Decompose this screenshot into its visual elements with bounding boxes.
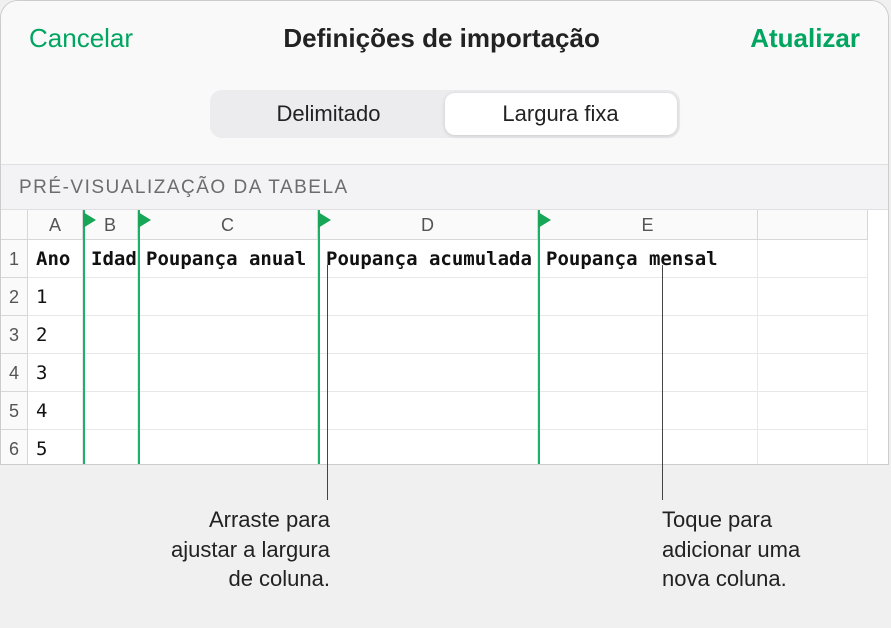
- cell[interactable]: 3: [28, 354, 83, 392]
- cell[interactable]: [318, 278, 538, 316]
- cell[interactable]: 2: [28, 316, 83, 354]
- cell[interactable]: [83, 354, 138, 392]
- import-settings-window: Cancelar Definições de importação Atuali…: [0, 0, 889, 465]
- cell[interactable]: [138, 316, 318, 354]
- cell[interactable]: 1: [28, 278, 83, 316]
- cancel-button[interactable]: Cancelar: [29, 23, 133, 54]
- tab-delimited[interactable]: Delimitado: [213, 93, 445, 135]
- cell: [758, 430, 868, 464]
- preview-grid: A B C D E 1 Ano Idade Poupança anual Pou…: [1, 210, 888, 464]
- cell[interactable]: [138, 392, 318, 430]
- row-header-6[interactable]: 6: [1, 430, 28, 464]
- cell[interactable]: 4: [28, 392, 83, 430]
- col-header-D[interactable]: D: [318, 210, 538, 240]
- cell[interactable]: Idade: [83, 240, 138, 278]
- section-label: PRÉ-VISUALIZAÇÃO DA TABELA: [1, 164, 888, 210]
- segmented-control: Delimitado Largura fixa: [1, 72, 888, 164]
- callouts: Arraste para ajustar a largura de coluna…: [0, 465, 891, 607]
- row-header-5[interactable]: 5: [1, 392, 28, 430]
- cell[interactable]: Ano: [28, 240, 83, 278]
- cell[interactable]: [538, 278, 758, 316]
- callout-drag-text: Arraste para ajustar a largura de coluna…: [155, 505, 330, 594]
- cell[interactable]: Poupança mensal: [538, 240, 758, 278]
- cell[interactable]: [138, 430, 318, 464]
- cell: [758, 354, 868, 392]
- cell[interactable]: [83, 430, 138, 464]
- cell[interactable]: Poupança anual: [138, 240, 318, 278]
- row-header-4[interactable]: 4: [1, 354, 28, 392]
- cell: [758, 240, 868, 278]
- cell[interactable]: [538, 392, 758, 430]
- cell[interactable]: [318, 316, 538, 354]
- cell[interactable]: [138, 354, 318, 392]
- update-button[interactable]: Atualizar: [750, 23, 860, 54]
- cell[interactable]: [318, 354, 538, 392]
- cell[interactable]: [318, 430, 538, 464]
- corner-cell: [1, 210, 28, 240]
- col-header-blank: [758, 210, 868, 240]
- callout-tap-text: Toque para adicionar uma nova coluna.: [662, 505, 852, 594]
- cell[interactable]: [83, 316, 138, 354]
- cell: [758, 316, 868, 354]
- dialog-title: Definições de importação: [133, 23, 750, 54]
- segmented-bar: Delimitado Largura fixa: [210, 90, 680, 138]
- table-preview[interactable]: A B C D E 1 Ano Idade Poupança anual Pou…: [1, 210, 888, 464]
- cell: [758, 278, 868, 316]
- cell[interactable]: [138, 278, 318, 316]
- cell[interactable]: [538, 316, 758, 354]
- cell[interactable]: [538, 354, 758, 392]
- titlebar: Cancelar Definições de importação Atuali…: [1, 1, 888, 72]
- cell[interactable]: [83, 278, 138, 316]
- row-header-1[interactable]: 1: [1, 240, 28, 278]
- row-header-2[interactable]: 2: [1, 278, 28, 316]
- callout-line-icon: [327, 265, 328, 500]
- col-header-C[interactable]: C: [138, 210, 318, 240]
- callout-line-icon: [662, 265, 663, 500]
- cell[interactable]: Poupança acumulada: [318, 240, 538, 278]
- tab-fixed-width[interactable]: Largura fixa: [445, 93, 677, 135]
- cell[interactable]: 5: [28, 430, 83, 464]
- cell[interactable]: [538, 430, 758, 464]
- cell[interactable]: [318, 392, 538, 430]
- cell[interactable]: [83, 392, 138, 430]
- cell: [758, 392, 868, 430]
- col-header-A[interactable]: A: [28, 210, 83, 240]
- row-header-3[interactable]: 3: [1, 316, 28, 354]
- col-header-E[interactable]: E: [538, 210, 758, 240]
